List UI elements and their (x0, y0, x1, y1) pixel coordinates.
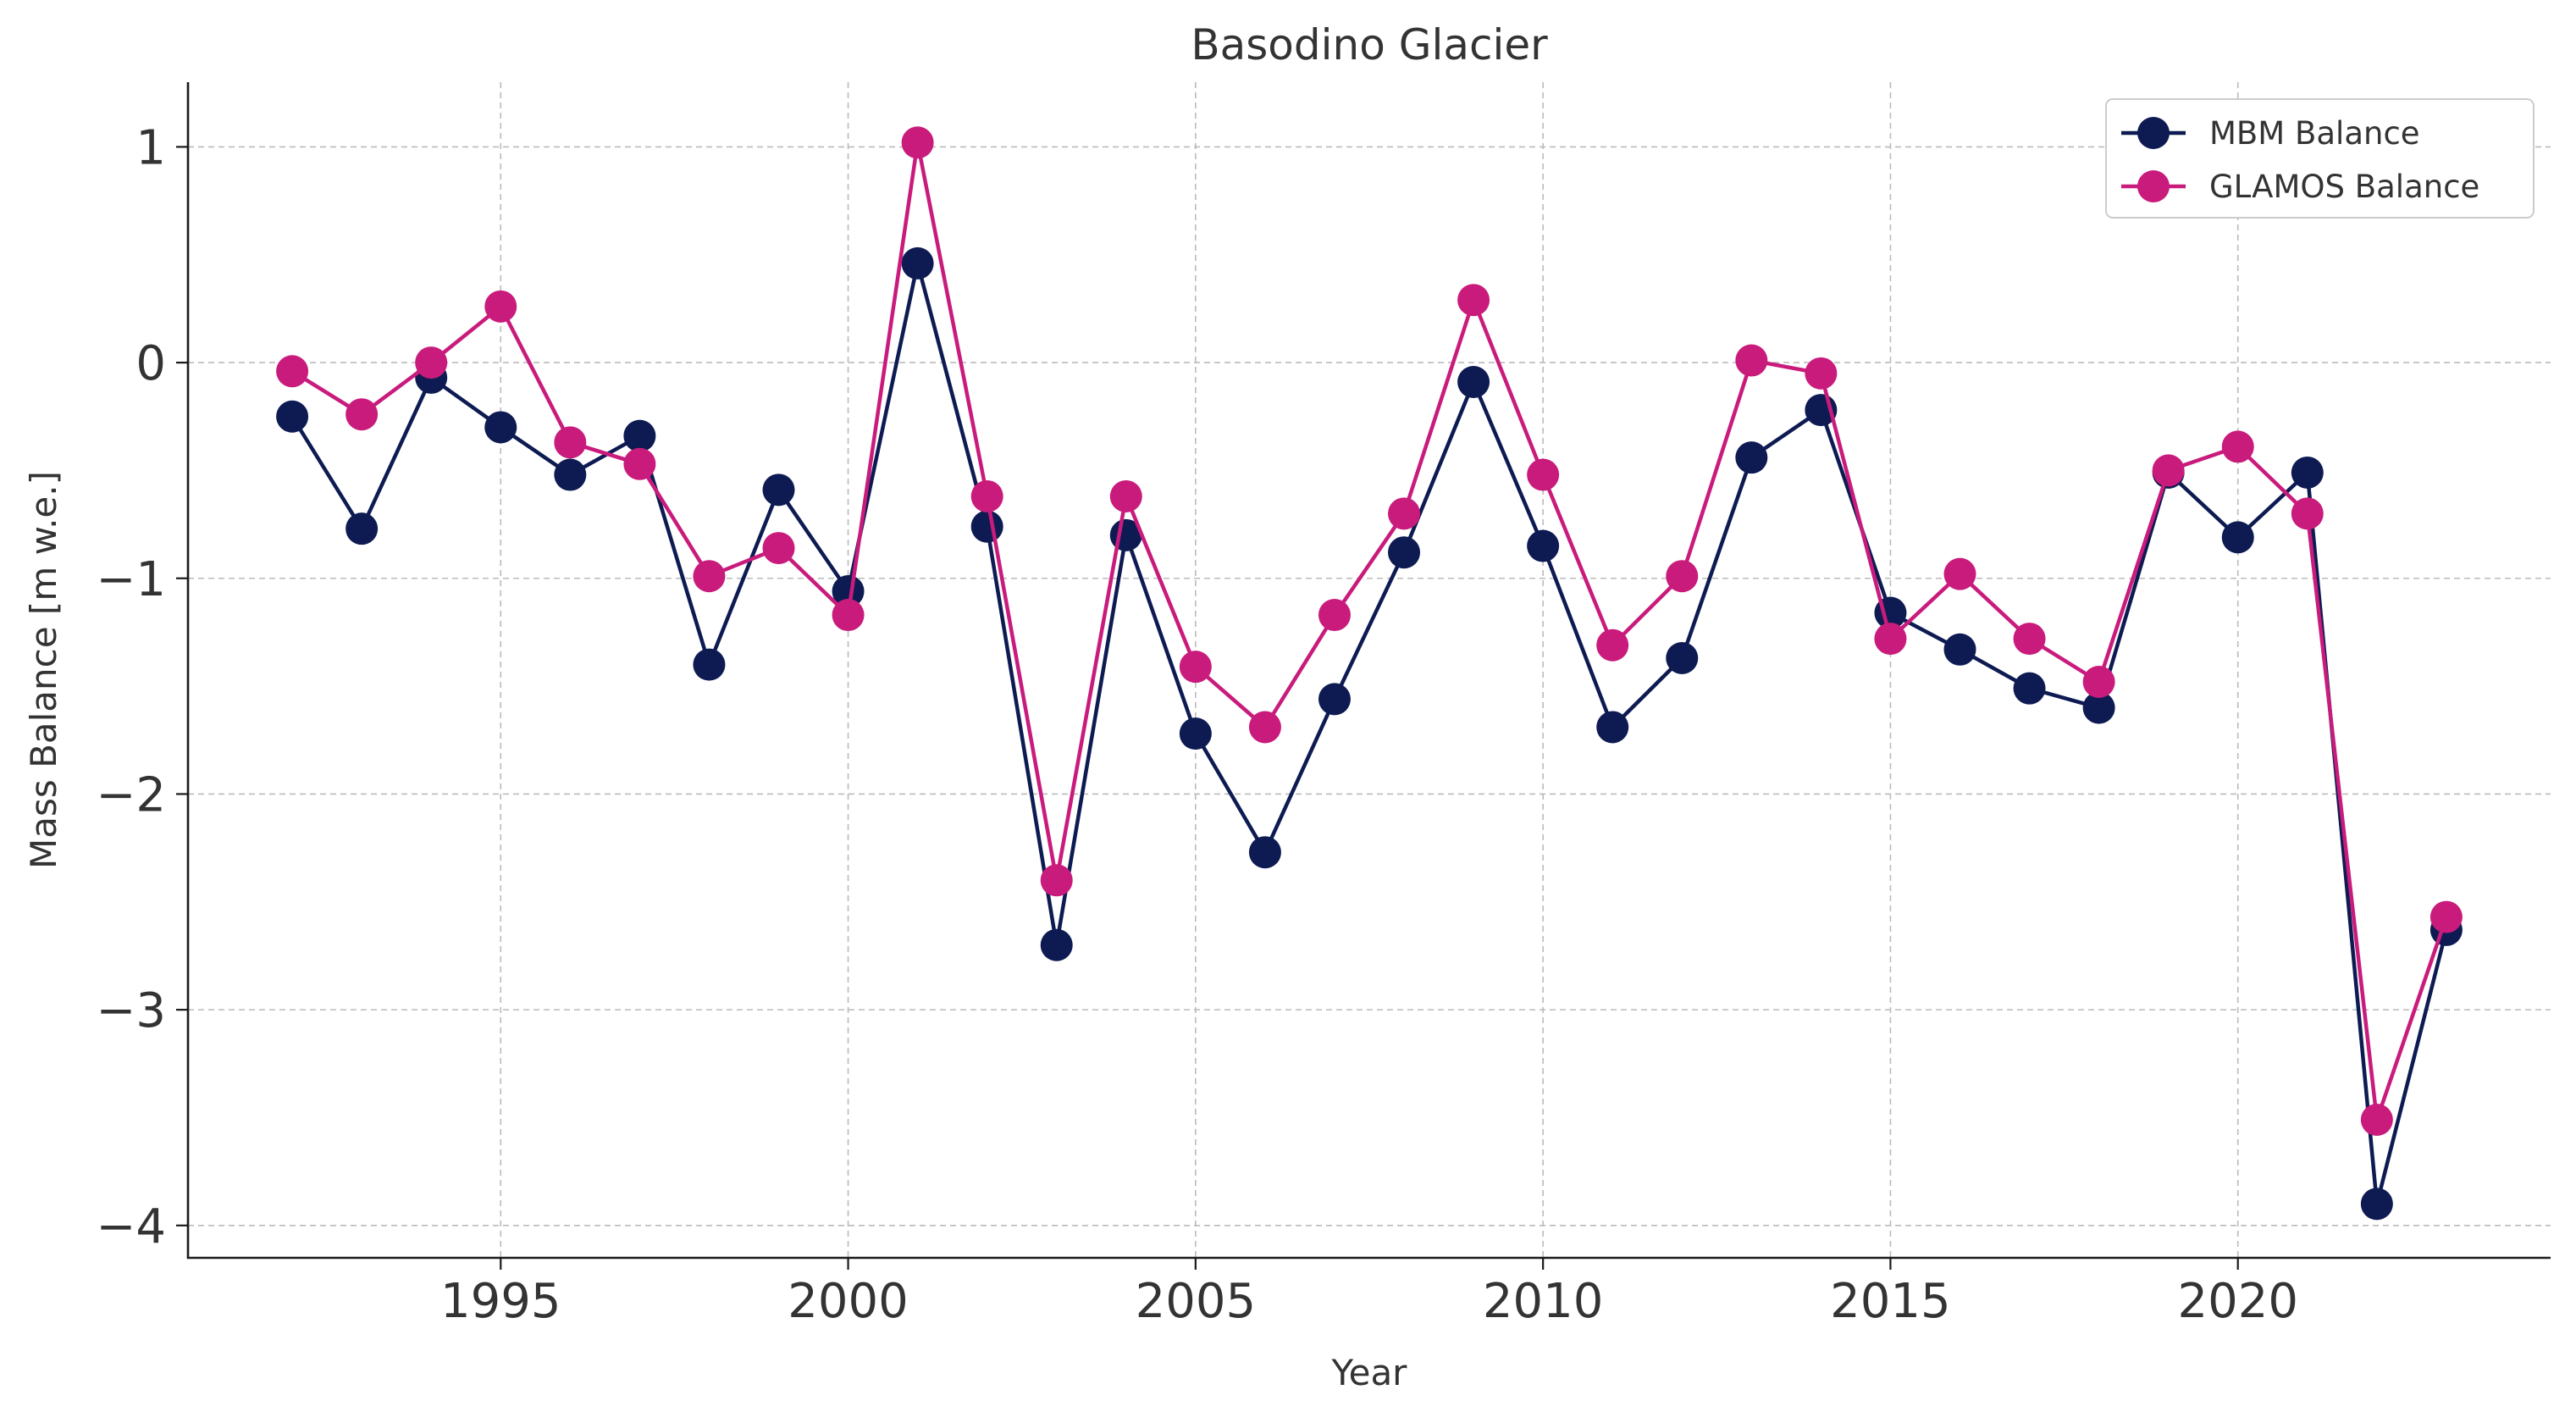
glamos-balance-point (2082, 666, 2115, 699)
mbm-balance-point (345, 512, 379, 545)
legend: MBM Balance GLAMOS Balance (2105, 98, 2535, 219)
glamos-balance-point (276, 355, 309, 388)
axis-spines (186, 82, 2551, 1260)
mbm-balance-point (1666, 641, 1699, 674)
y-tick-label: 0 (135, 336, 166, 391)
glamos-balance-point (1179, 651, 1212, 684)
glamos-balance-legend-label: GLAMOS Balance (2209, 169, 2479, 205)
mbm-balance-point (1457, 366, 1490, 399)
mbm-balance-point (970, 510, 1003, 543)
glamos-balance-point (2221, 430, 2254, 463)
mbm-balance-point (2360, 1188, 2393, 1221)
grid (188, 82, 2551, 1258)
legend-box (2105, 98, 2535, 219)
glamos-balance-point (832, 599, 865, 632)
x-tick-label: 2005 (1136, 1274, 1257, 1329)
glamos-balance-point (1735, 344, 1768, 377)
mbm-balance-point (2082, 691, 2115, 724)
glamos-balance-point (1943, 557, 1976, 590)
y-tick-label: −4 (96, 1199, 166, 1254)
glamos-balance-point (1874, 623, 1907, 656)
x-tick-label: 1995 (440, 1274, 561, 1329)
glamos-balance-point (1109, 479, 1142, 512)
mbm-balance-point (2291, 456, 2324, 489)
glamos-balance-point (2360, 1104, 2393, 1137)
mbm-balance-point (276, 400, 309, 433)
y-tick-label: −2 (96, 767, 166, 822)
glamos-balance-point (1805, 357, 1838, 390)
mbm-balance-point (762, 473, 795, 507)
x-tick-label: 2015 (1830, 1274, 1951, 1329)
mbm-balance-point (1388, 536, 1421, 569)
glamos-balance-point (1040, 864, 1073, 897)
glamos-balance-point (554, 426, 587, 459)
x-tick-label: 2020 (2177, 1274, 2298, 1329)
mbm-balance-point (1596, 711, 1629, 744)
series-layer (276, 126, 2463, 1221)
mbm-balance-point (1943, 633, 1976, 666)
glamos-balance-point (970, 479, 1003, 512)
y-tick-label: −3 (96, 983, 166, 1038)
glamos-balance-point (901, 126, 934, 159)
chart-title: Basodino Glacier (1191, 20, 1548, 69)
mbm-balance-point (1040, 928, 1073, 961)
glamos-balance-point (2430, 900, 2463, 933)
glamos-balance-point (415, 346, 448, 379)
mbm-balance-point (901, 246, 934, 280)
glamos-balance-point (1596, 628, 1629, 662)
mbm-balance-point (623, 419, 656, 452)
mbm-balance-point (1527, 529, 1560, 562)
mbm-balance-legend-marker (2137, 117, 2170, 149)
mbm-balance-line (290, 261, 2449, 1206)
mbm-balance-point (1318, 683, 1351, 716)
glamos-balance-point (2152, 454, 2185, 487)
mbm-balance-point (2221, 521, 2254, 554)
glamos-balance-point (1318, 599, 1351, 632)
axes: 1995 2000 2005 2010 2015 2020 1 0 −1 −2 −3 −4 (96, 82, 2551, 1329)
x-tick-label: 2000 (788, 1274, 909, 1329)
mbm-balance-point (1179, 717, 1212, 750)
mbm-balance-point (2013, 672, 2046, 705)
glamos-balance-point (1666, 560, 1699, 593)
glamos-balance-point (484, 290, 517, 323)
glamos-balance-legend-marker (2137, 170, 2170, 202)
y-tick-label: 1 (135, 120, 166, 175)
y-axis-label: Mass Balance [m w.e.] (23, 471, 64, 869)
mbm-balance-point (484, 411, 517, 444)
x-tick-label: 2010 (1483, 1274, 1604, 1329)
mbm-balance-point (832, 575, 865, 608)
y-tick-label: −1 (96, 552, 166, 607)
mbm-balance-legend-label: MBM Balance (2209, 115, 2420, 152)
glamos-balance-point (693, 560, 726, 593)
glamos-balance-point (1457, 284, 1490, 317)
glamos-balance-point (1527, 458, 1560, 491)
glamos-balance-point (1388, 497, 1421, 530)
mbm-balance-point (693, 648, 726, 681)
glamos-balance-point (762, 532, 795, 565)
mbm-balance-point (1248, 836, 1281, 869)
glamos-balance-point (623, 447, 656, 480)
glamos-balance-point (1248, 711, 1281, 744)
x-axis-label: Year (1331, 1352, 1408, 1393)
glamos-balance-point (2013, 623, 2046, 656)
mbm-balance-point (554, 458, 587, 491)
glamos-balance-point (345, 398, 379, 431)
mbm-balance-point (1735, 441, 1768, 474)
glamos-balance-point (2291, 497, 2324, 530)
